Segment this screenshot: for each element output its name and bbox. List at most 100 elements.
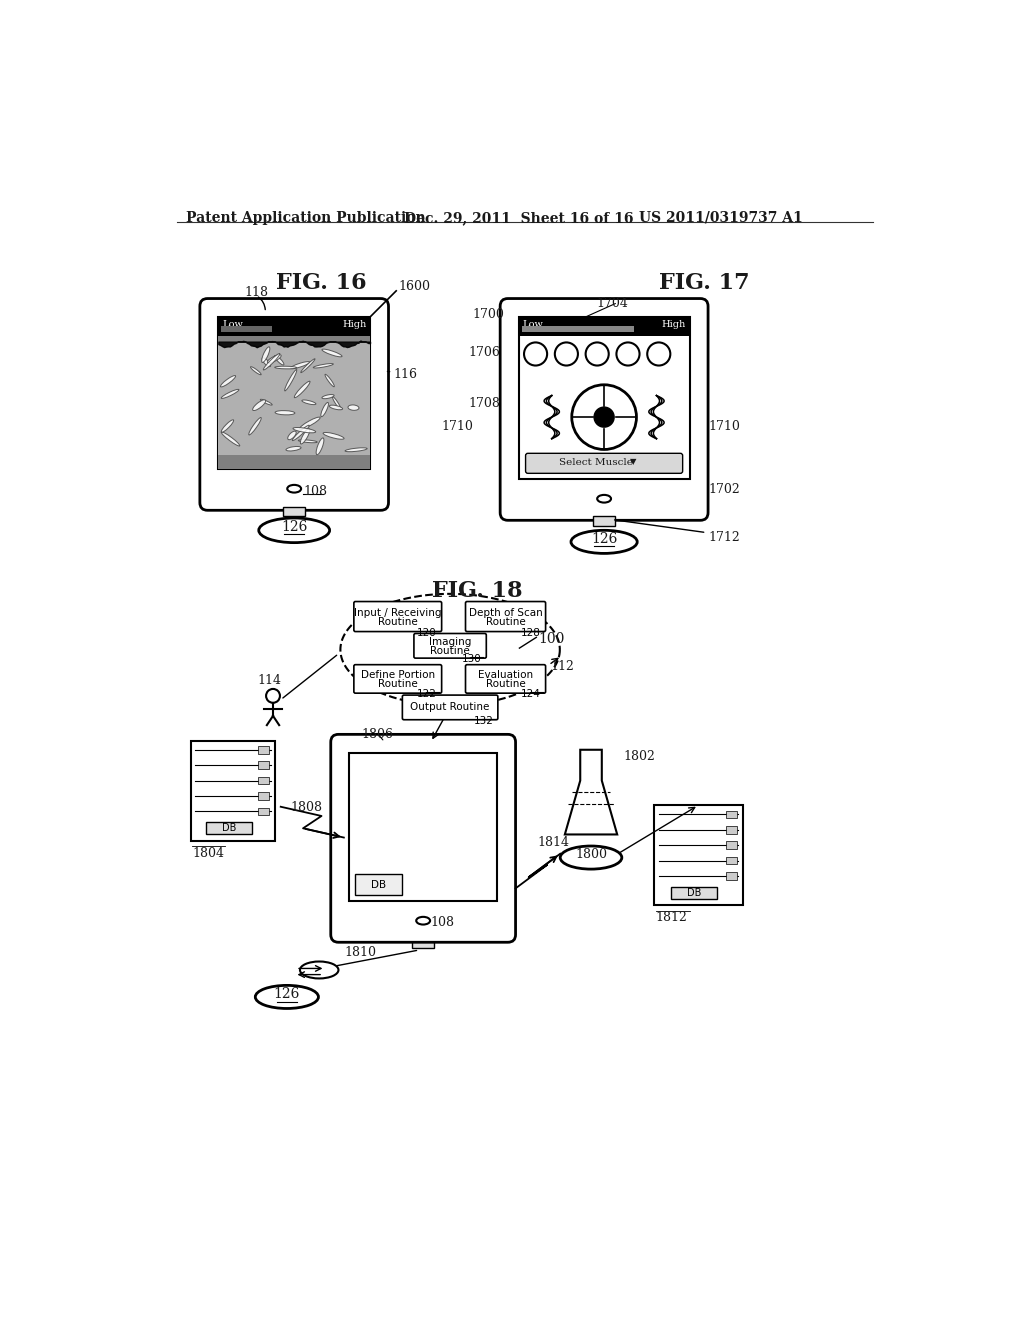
Text: 128: 128 xyxy=(521,628,541,638)
Text: 100: 100 xyxy=(539,632,565,645)
Bar xyxy=(218,317,370,469)
Ellipse shape xyxy=(597,495,611,503)
Text: Routine: Routine xyxy=(430,647,470,656)
Ellipse shape xyxy=(260,399,272,405)
Text: 122: 122 xyxy=(417,689,437,700)
Bar xyxy=(258,746,269,754)
Text: Define Portion: Define Portion xyxy=(360,671,435,680)
Bar xyxy=(518,317,689,335)
Text: 112: 112 xyxy=(550,660,574,673)
Text: 118: 118 xyxy=(245,286,268,300)
Text: 108: 108 xyxy=(303,484,328,498)
Ellipse shape xyxy=(285,370,297,391)
Ellipse shape xyxy=(251,367,261,375)
Text: 1702: 1702 xyxy=(708,483,739,496)
Text: 126: 126 xyxy=(591,532,617,545)
Text: FIG. 16: FIG. 16 xyxy=(276,272,367,294)
Text: ▼: ▼ xyxy=(630,458,637,466)
Ellipse shape xyxy=(302,400,316,405)
Bar xyxy=(258,776,269,784)
Text: 1802: 1802 xyxy=(624,750,655,763)
Circle shape xyxy=(586,342,608,366)
FancyBboxPatch shape xyxy=(414,634,486,659)
Text: High: High xyxy=(662,321,686,329)
Circle shape xyxy=(616,342,640,366)
Bar xyxy=(726,826,736,834)
FancyBboxPatch shape xyxy=(354,602,441,631)
Ellipse shape xyxy=(262,358,270,367)
Text: 1814: 1814 xyxy=(538,836,569,849)
Circle shape xyxy=(555,342,578,366)
Text: 1804: 1804 xyxy=(193,847,224,859)
Bar xyxy=(355,874,401,895)
Text: Routine: Routine xyxy=(378,680,418,689)
FancyBboxPatch shape xyxy=(402,696,498,719)
Ellipse shape xyxy=(294,381,310,397)
Bar xyxy=(413,940,434,948)
Text: Patent Application Publication: Patent Application Publication xyxy=(186,211,426,224)
Bar xyxy=(521,326,634,333)
Bar xyxy=(726,841,736,849)
Ellipse shape xyxy=(345,447,368,451)
Bar xyxy=(518,317,689,479)
Ellipse shape xyxy=(322,348,342,356)
Bar xyxy=(349,752,497,900)
Circle shape xyxy=(524,342,547,366)
Bar xyxy=(218,455,370,469)
Circle shape xyxy=(594,407,614,428)
Ellipse shape xyxy=(286,446,301,451)
Text: 1800: 1800 xyxy=(575,847,607,861)
Text: Routine: Routine xyxy=(485,680,525,689)
Ellipse shape xyxy=(300,429,310,444)
Circle shape xyxy=(571,385,637,450)
Ellipse shape xyxy=(560,846,622,869)
Text: 1704: 1704 xyxy=(596,297,629,310)
Ellipse shape xyxy=(571,531,637,553)
Bar xyxy=(726,810,736,818)
Text: 1600: 1600 xyxy=(398,280,430,293)
Text: 1812: 1812 xyxy=(655,911,687,924)
Text: 1808: 1808 xyxy=(291,801,323,814)
Text: 1712: 1712 xyxy=(708,531,739,544)
Ellipse shape xyxy=(288,484,301,492)
Text: 132: 132 xyxy=(473,715,494,726)
Bar xyxy=(593,516,614,527)
Bar xyxy=(218,335,370,342)
Ellipse shape xyxy=(324,433,344,440)
Bar xyxy=(284,507,305,516)
Text: High: High xyxy=(342,321,367,329)
Ellipse shape xyxy=(316,438,324,455)
Bar xyxy=(258,792,269,800)
Text: DB: DB xyxy=(371,879,386,890)
Ellipse shape xyxy=(221,420,233,432)
FancyBboxPatch shape xyxy=(354,665,441,693)
Bar xyxy=(221,326,272,333)
Bar xyxy=(726,873,736,880)
Ellipse shape xyxy=(259,517,330,543)
Text: 1810: 1810 xyxy=(345,946,377,960)
Ellipse shape xyxy=(325,375,335,387)
Text: Evaluation: Evaluation xyxy=(478,671,534,680)
Ellipse shape xyxy=(274,366,297,368)
FancyBboxPatch shape xyxy=(466,602,546,631)
Text: Routine: Routine xyxy=(485,616,525,627)
Text: DB: DB xyxy=(222,824,237,833)
Ellipse shape xyxy=(293,428,315,433)
Ellipse shape xyxy=(275,411,295,414)
Text: 1700: 1700 xyxy=(472,308,504,321)
FancyBboxPatch shape xyxy=(331,734,515,942)
Text: Output Routine: Output Routine xyxy=(411,702,489,713)
Text: FIG. 18: FIG. 18 xyxy=(432,581,522,602)
Ellipse shape xyxy=(221,432,240,446)
Text: 130: 130 xyxy=(462,655,481,664)
Ellipse shape xyxy=(267,355,282,363)
Text: 1806: 1806 xyxy=(361,729,393,742)
Ellipse shape xyxy=(348,405,359,411)
Text: Input / Receiving: Input / Receiving xyxy=(354,607,441,618)
Bar xyxy=(258,762,269,770)
Text: 108: 108 xyxy=(431,916,455,929)
Ellipse shape xyxy=(333,397,341,409)
Circle shape xyxy=(647,342,671,366)
Text: 114: 114 xyxy=(258,675,282,688)
Text: US 2011/0319737 A1: US 2011/0319737 A1 xyxy=(639,211,803,224)
